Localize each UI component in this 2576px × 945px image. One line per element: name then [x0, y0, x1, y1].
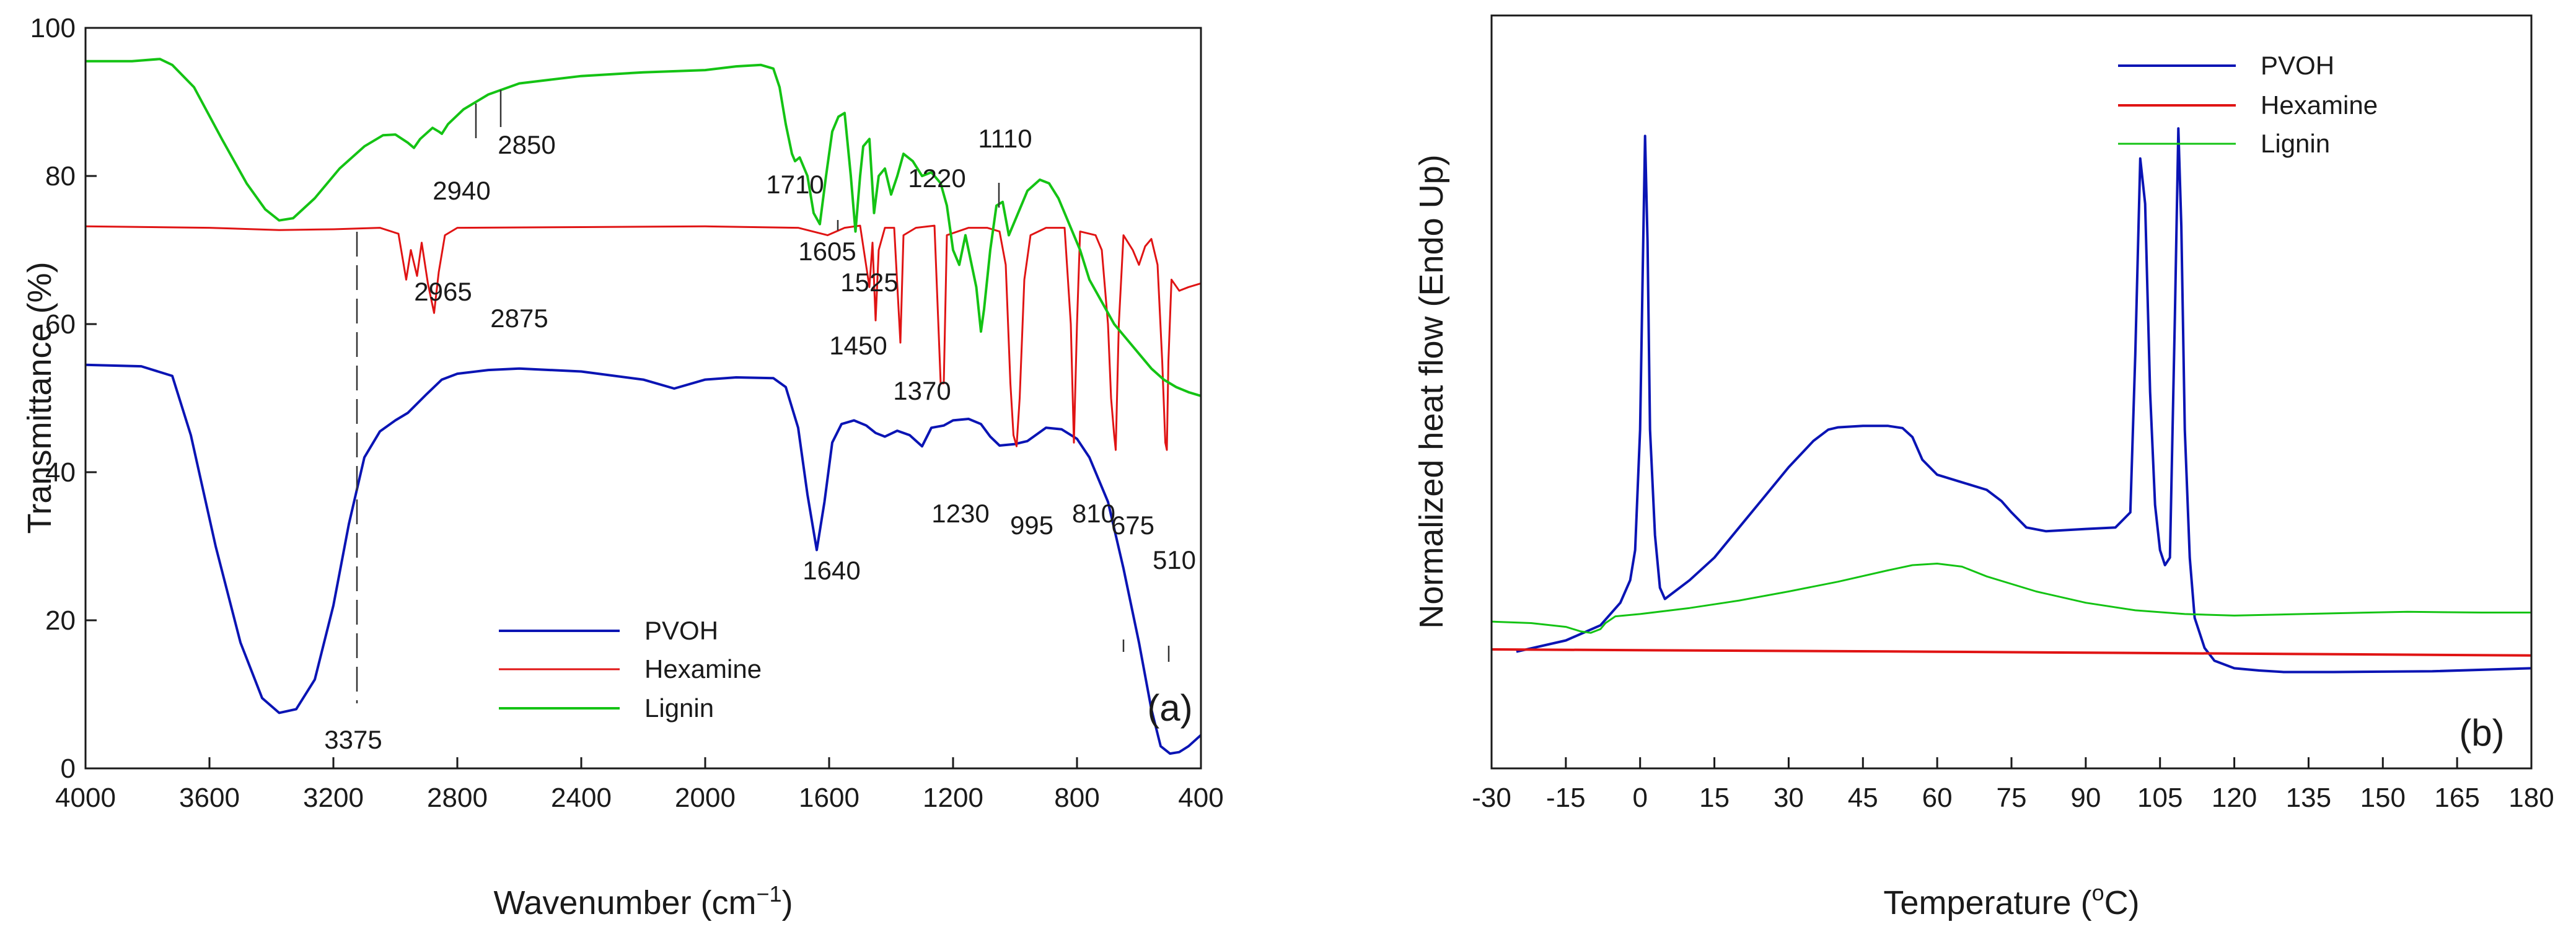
series-line-hexamine [1491, 648, 2532, 657]
peak-label: 1640 [802, 556, 860, 585]
x-tick-label: 3200 [303, 783, 364, 813]
series-line-pvoh [1516, 127, 2532, 674]
x-tick-label: 150 [2360, 783, 2406, 813]
series-line-lignin [1491, 563, 2531, 634]
x-tick-label: 30 [1774, 783, 1804, 813]
peak-label: 675 [1111, 511, 1154, 540]
peak-label: 1710 [766, 170, 824, 199]
peak-label: 1450 [829, 331, 887, 360]
panel-b-dsc-chart: -30 -15 0 15 30 45 60 75 90 105 120 135 150 165 180 Te… [1413, 14, 2554, 921]
x-tick-label: 2400 [551, 783, 612, 813]
panel-a-label: (a) [1147, 687, 1192, 729]
x-tick-label: 1200 [923, 783, 983, 813]
x-tick-label: 60 [1922, 783, 1953, 813]
peak-label: 2875 [490, 304, 548, 333]
series-line-pvoh [85, 363, 1202, 755]
series-line-lignin [86, 58, 1202, 397]
panel-a-y-axis-title: Transmittance (%) [21, 262, 58, 534]
x-tick-label: 75 [1997, 783, 2027, 813]
peak-label: 1220 [908, 164, 965, 193]
series-line-hexamine [85, 224, 1202, 451]
peak-label: 1230 [931, 499, 989, 528]
x-tick-label: -15 [1546, 783, 1586, 813]
y-tick-label: 100 [30, 13, 76, 43]
peak-label: 1370 [893, 376, 951, 405]
legend-label-hexamine: Hexamine [2261, 90, 2378, 120]
x-tick-label: 165 [2434, 783, 2479, 813]
peak-label: 1605 [798, 237, 856, 266]
panel-a-legend: PVOH Hexamine Lignin [499, 616, 762, 723]
x-tick-label: 800 [1054, 783, 1099, 813]
peak-label: 2965 [414, 277, 472, 306]
peak-label: 1525 [840, 268, 898, 297]
legend-label-lignin: Lignin [2261, 129, 2330, 158]
x-tick-label: 45 [1848, 783, 1878, 813]
peak-label: 995 [1010, 511, 1053, 540]
x-tick-label: 15 [1699, 783, 1730, 813]
peak-label: 510 [1153, 545, 1196, 574]
x-tick-label: 2000 [675, 783, 736, 813]
peak-label: 810 [1072, 499, 1115, 528]
x-tick-label: 105 [2137, 783, 2183, 813]
legend-label-pvoh: PVOH [2261, 51, 2334, 80]
x-tick-label: 135 [2286, 783, 2331, 813]
peak-label: 2940 [433, 176, 490, 205]
y-tick-label: 20 [45, 605, 76, 636]
y-tick-label: 0 [61, 754, 76, 784]
peak-label: 2850 [498, 130, 555, 159]
x-tick-label: 4000 [55, 783, 116, 813]
x-tick-label: -30 [1472, 783, 1511, 813]
y-tick-label: 60 [45, 309, 76, 340]
y-tick-label: 40 [45, 457, 76, 488]
peak-label: 3375 [324, 725, 382, 754]
panel-a-ftir-chart: 4000 3600 3200 2800 2400 2000 1600 1200 800 400 0… [21, 13, 1224, 921]
panel-b-y-axis-title: Normalized heat flow (Endo Up) [1413, 154, 1450, 628]
x-tick-label: 120 [2212, 783, 2257, 813]
legend-label-hexamine: Hexamine [644, 654, 762, 683]
x-tick-label: 2800 [427, 783, 488, 813]
panel-b-legend: PVOH Hexamine Lignin [2118, 51, 2378, 158]
x-tick-label: 180 [2508, 783, 2554, 813]
panel-b-x-axis-title: Temperature (oC) [1883, 880, 2139, 921]
x-tick-label: 3600 [179, 783, 240, 813]
panel-a-x-axis-title: Wavenumber (cm−1) [493, 881, 793, 921]
x-tick-label: 1600 [799, 783, 859, 813]
legend-label-lignin: Lignin [644, 693, 714, 723]
x-tick-label: 0 [1632, 783, 1647, 813]
x-tick-label: 400 [1178, 783, 1223, 813]
legend-label-pvoh: PVOH [644, 616, 718, 645]
peak-guide-lines [356, 90, 1170, 703]
y-tick-label: 80 [45, 161, 76, 191]
x-tick-label: 90 [2070, 783, 2101, 813]
peak-label: 1110 [978, 124, 1032, 153]
panel-a-plot-frame [84, 27, 1202, 770]
panel-b-label: (b) [2459, 712, 2504, 754]
